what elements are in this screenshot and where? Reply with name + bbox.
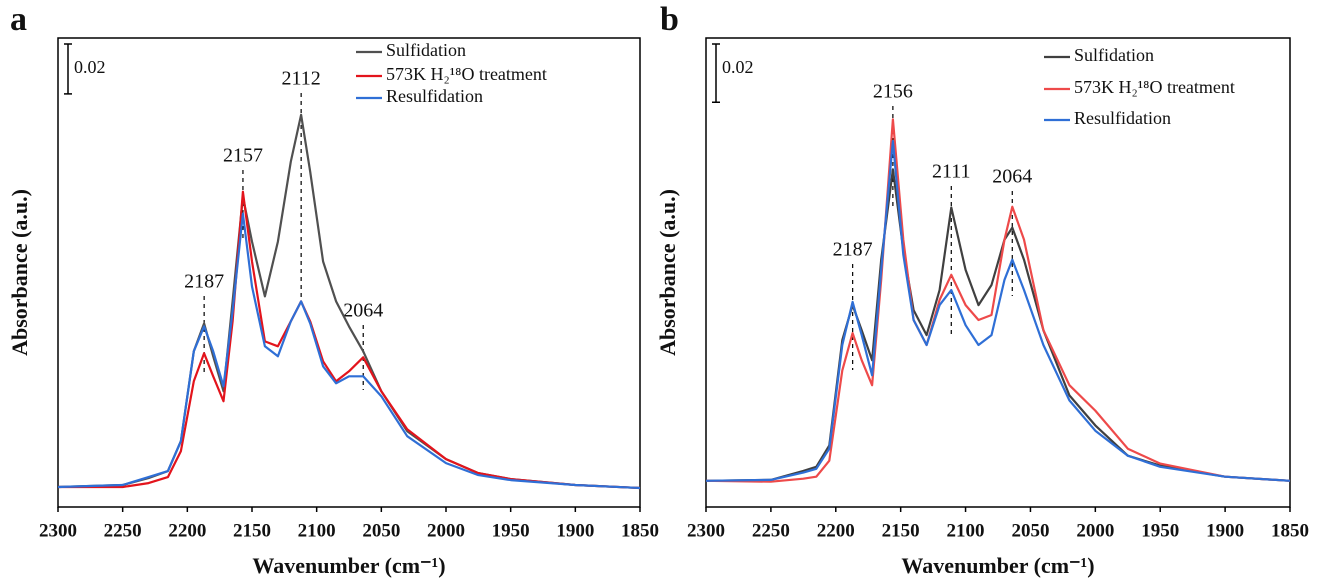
plot-frame [57, 37, 641, 508]
panel-label: a [10, 1, 27, 38]
y-axis-label: Absorbance (a.u.) [655, 189, 680, 356]
data-line [705, 118, 1291, 483]
x-tick-label: 2250 [752, 520, 790, 541]
x-tick-label: 2250 [104, 520, 142, 541]
y-axis-label: Absorbance (a.u.) [7, 189, 32, 356]
legend-label: 573K H₂¹⁸O treatment [386, 64, 547, 84]
scale-bar-label: 0.02 [722, 57, 754, 77]
x-tick-label: 2050 [362, 520, 400, 541]
legend-label: Resulfidation [386, 86, 483, 106]
peak-label: 2064 [343, 300, 383, 322]
peak-label: 2112 [282, 68, 321, 90]
x-tick-label: 1900 [556, 520, 594, 541]
x-tick-label: 2150 [882, 520, 920, 541]
legend-label: Sulfidation [386, 40, 466, 60]
x-tick-label: 2100 [947, 520, 985, 541]
panel-label: b [660, 1, 679, 38]
x-tick-label: 2200 [168, 520, 206, 541]
x-tick-label: 2000 [1076, 520, 1114, 541]
x-tick-label: 2150 [233, 520, 271, 541]
x-tick-label: 1900 [1206, 520, 1244, 541]
x-tick-label: 2100 [298, 520, 336, 541]
x-tick-label: 2300 [687, 520, 725, 541]
peak-label: 2156 [873, 81, 913, 103]
x-tick-label: 1950 [1141, 520, 1179, 541]
x-tick-label: 2200 [817, 520, 855, 541]
data-line [705, 140, 1291, 482]
x-tick-label: 2300 [39, 520, 77, 541]
x-axis-label: Wavenumber (cm⁻¹) [901, 553, 1094, 578]
x-tick-label: 2000 [427, 520, 465, 541]
x-tick-label: 1950 [492, 520, 530, 541]
data-line [58, 190, 641, 490]
peak-label: 2111 [932, 161, 971, 183]
scale-bar-label: 0.02 [74, 57, 106, 77]
legend-label: Sulfidation [1074, 45, 1154, 65]
data-line [705, 168, 1291, 482]
x-tick-label: 2050 [1011, 520, 1049, 541]
plot-frame [705, 37, 1291, 508]
peak-label: 2157 [223, 145, 263, 167]
peak-label: 2187 [833, 239, 873, 261]
data-line [57, 212, 641, 490]
x-tick-label: 1850 [621, 520, 659, 541]
x-tick-label: 1850 [1271, 520, 1309, 541]
x-axis-label: Wavenumber (cm⁻¹) [252, 553, 445, 578]
legend-label: Resulfidation [1074, 108, 1171, 128]
peak-label: 2187 [184, 271, 224, 293]
legend-label: 573K H₂¹⁸O treatment [1074, 77, 1235, 97]
peak-label: 2064 [992, 166, 1032, 188]
